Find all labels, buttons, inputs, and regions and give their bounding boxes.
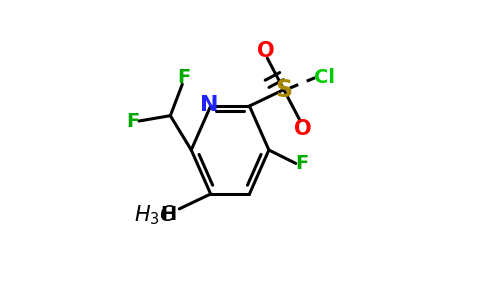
- Text: S: S: [275, 78, 292, 102]
- Text: O: O: [257, 41, 275, 61]
- Text: $H_3C$: $H_3C$: [134, 203, 176, 227]
- Text: F: F: [126, 112, 139, 130]
- Text: F: F: [177, 68, 190, 87]
- Text: O: O: [294, 119, 312, 139]
- Text: Cl: Cl: [314, 68, 335, 87]
- Text: F: F: [296, 154, 309, 173]
- Text: N: N: [200, 94, 218, 115]
- Text: H: H: [160, 206, 176, 224]
